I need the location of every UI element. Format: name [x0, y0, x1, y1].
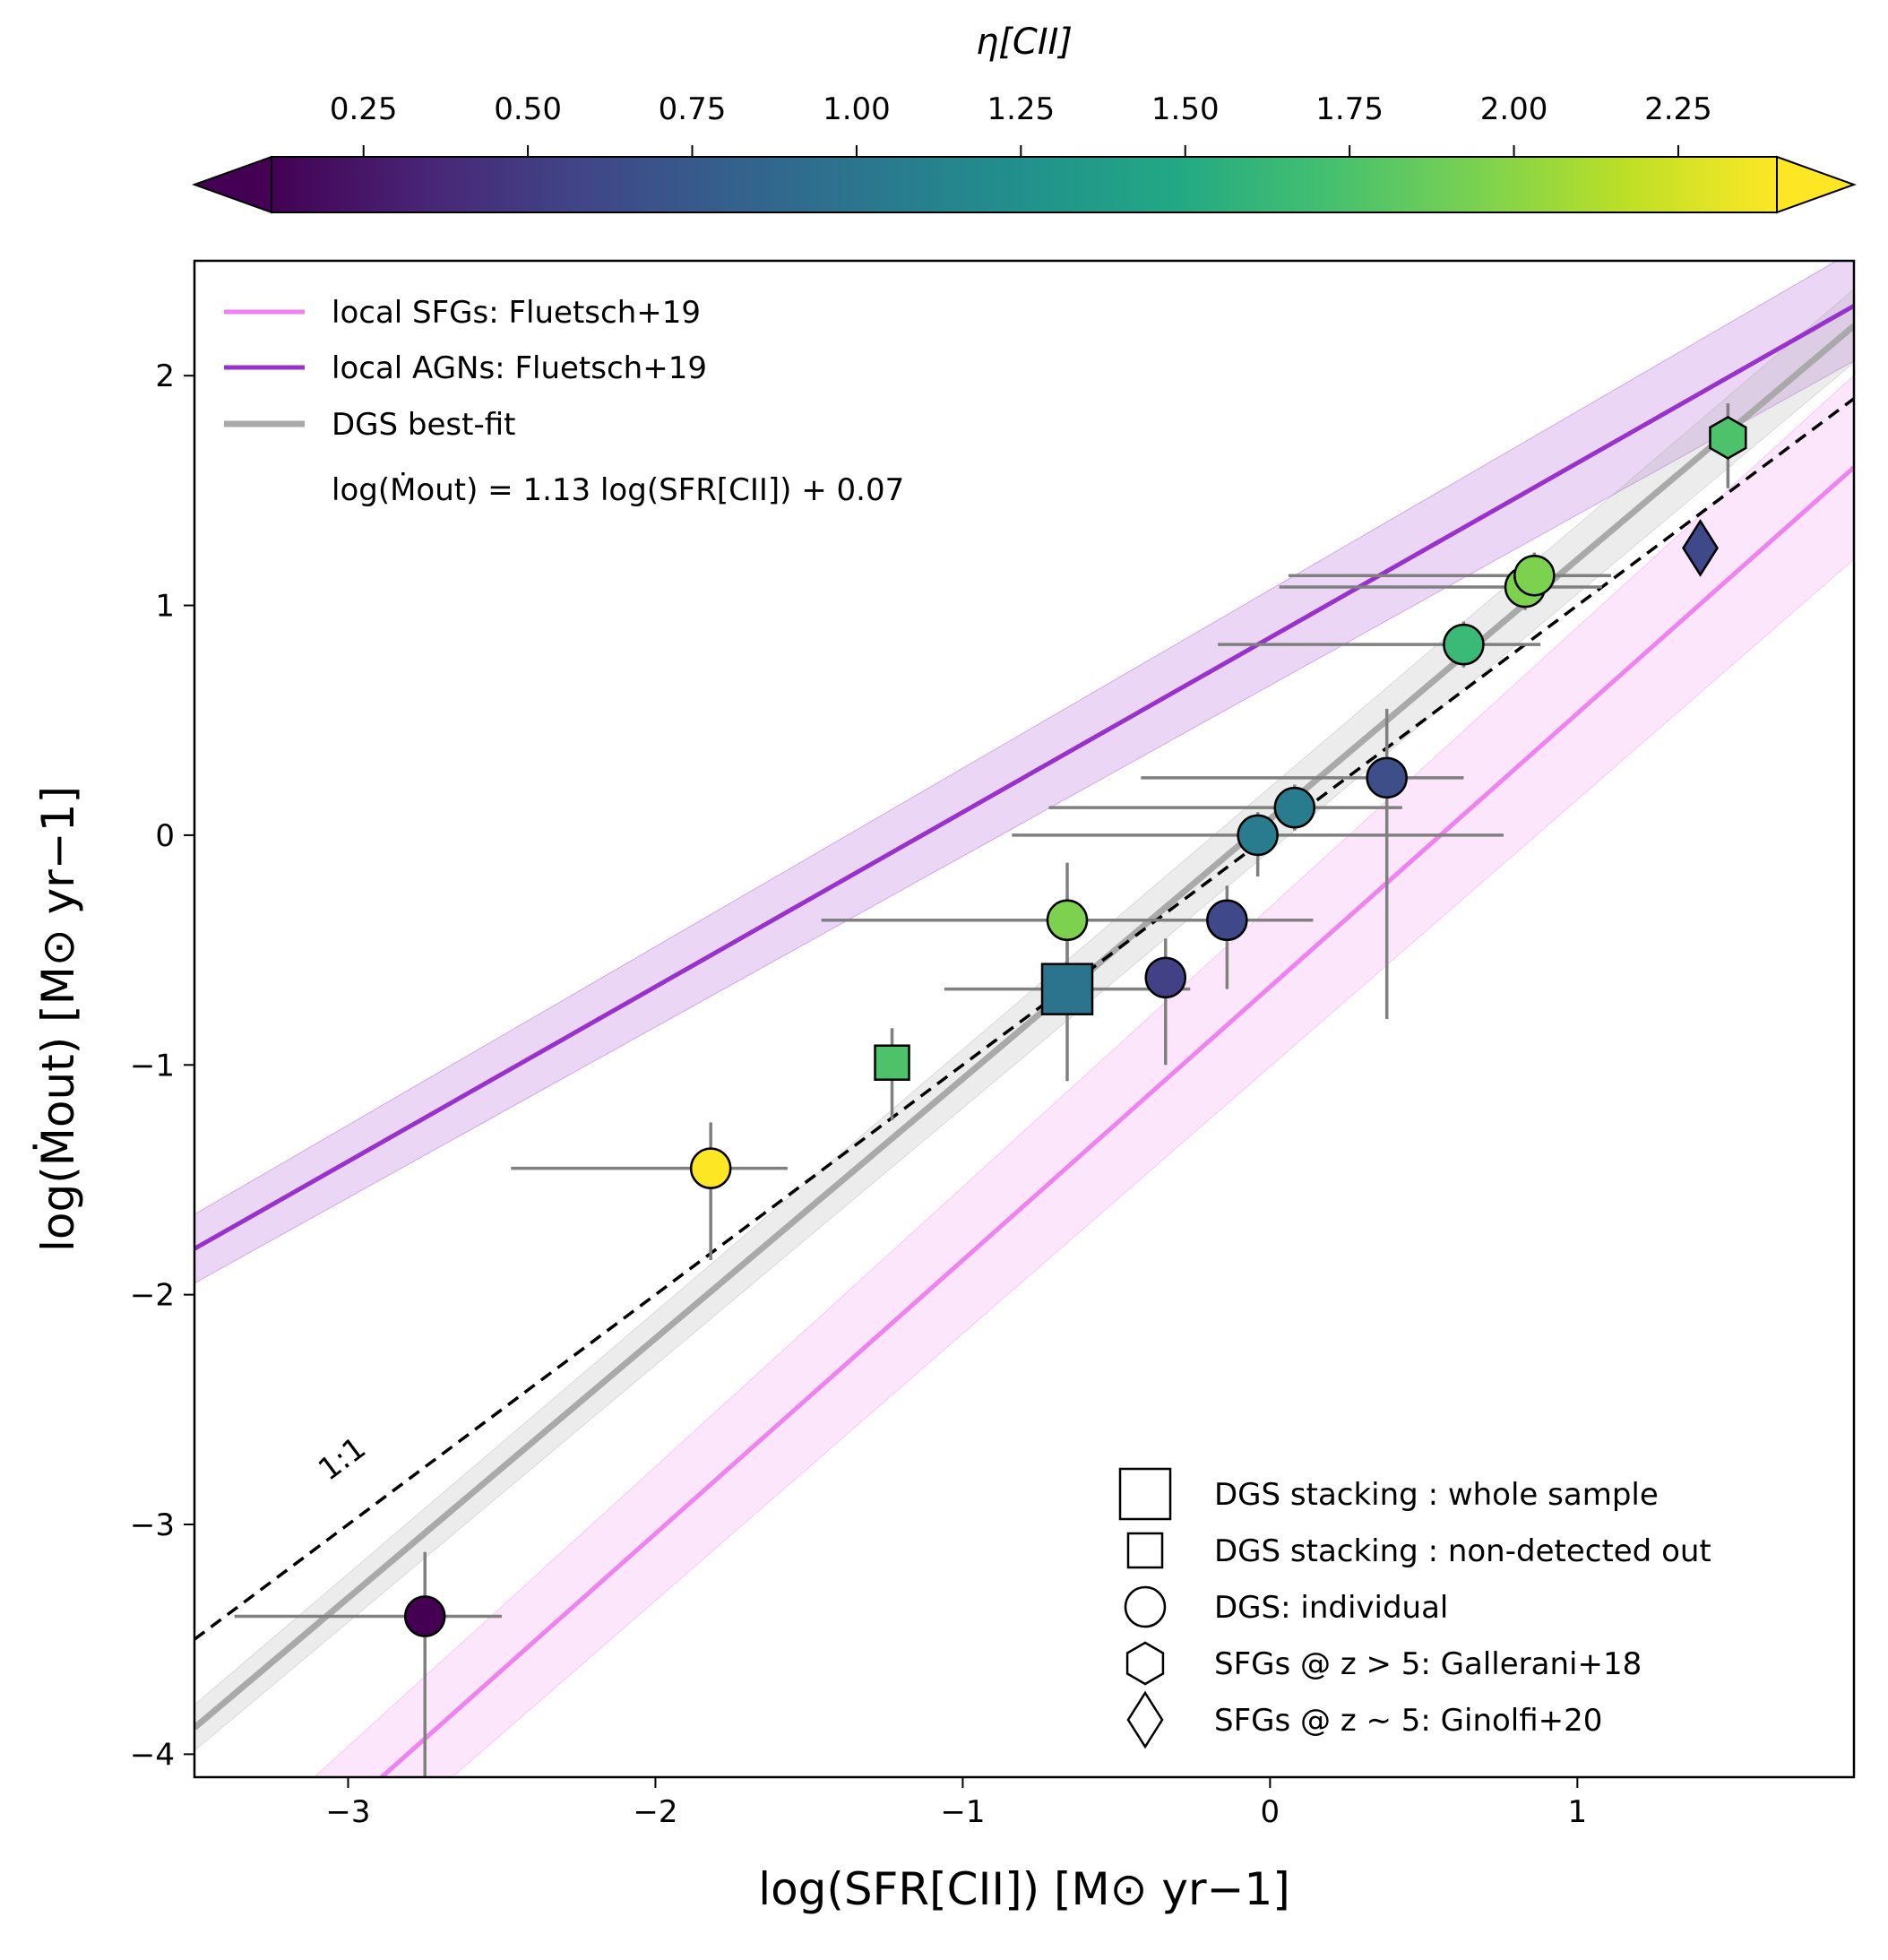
line-legend: local SFGs: Fluetsch+19 local AGNs: Flue…: [224, 295, 904, 508]
y-tick-label: −1: [130, 1048, 175, 1084]
data-point-hexagon: [1709, 415, 1747, 460]
y-tick-label: 2: [155, 358, 175, 394]
plot-area: −3 −2 −1 0 1 −4 −3 −2 −1 0 1 2 1:1 local SFGs: Flu…: [130, 259, 1856, 1830]
data-point-circle: [689, 1147, 732, 1189]
fit-equation: log(Ṁout) = 1.13 log(SFR[CII]) + 0.07: [332, 472, 904, 508]
colorbar-extend-high: [1776, 155, 1857, 214]
legend-label-agns: local AGNs: Fluetsch+19: [332, 350, 707, 386]
x-axis-label: log(SFR[CII]) [M⊙ yr−1]: [758, 1863, 1290, 1915]
colorbar-tick-label: 0.75: [659, 91, 727, 127]
colorbar-extend-low: [192, 155, 272, 214]
confidence-band: [194, 261, 1854, 1284]
x-tick-label: −2: [633, 1794, 677, 1830]
data-point-circle: [403, 1595, 446, 1637]
one-to-one-label: 1:1: [312, 1430, 373, 1489]
data-point-circle: [1513, 554, 1556, 597]
x-tick-label: 0: [1261, 1794, 1280, 1830]
colorbar-tick-label: 2.00: [1480, 91, 1548, 127]
data-point-big-square: [1040, 963, 1094, 1015]
plot-frame: [193, 259, 1856, 1779]
data-markers: [403, 415, 1747, 1637]
data-point-circle: [1366, 756, 1408, 799]
x-tick-label: −3: [325, 1794, 370, 1830]
legend-label-dgs: DGS best-fit: [332, 407, 515, 443]
confidence-band: [314, 375, 1854, 1777]
colorbar-label: η[CII]: [976, 22, 1073, 63]
trend-line: [378, 465, 1854, 1777]
legend-marker-hexagon: [1125, 1641, 1165, 1686]
x-tick-label: 1: [1568, 1794, 1588, 1830]
y-tick-label: −4: [130, 1737, 175, 1773]
trend-line: [194, 323, 1854, 1731]
marker-legend: DGS stacking : whole sample DGS stacking …: [1118, 1467, 1711, 1749]
colorbar-tick-label: 0.25: [330, 91, 398, 127]
data-point-diamond: [1682, 519, 1719, 577]
x-axis-ticks: −3 −2 −1 0 1: [325, 1777, 1587, 1830]
colorbar-tick-label: 1.75: [1315, 91, 1384, 127]
colorbar-tick-label: 1.50: [1151, 91, 1220, 127]
data-point-circle: [1273, 786, 1316, 829]
colorbar-ticks: 0.25 0.50 0.75 1.00 1.25 1.50 1.75 2.00 2.25: [330, 91, 1712, 157]
y-axis-ticks: −4 −3 −2 −1 0 1 2: [130, 358, 194, 1773]
legend-label: DGS stacking : whole sample: [1214, 1477, 1659, 1513]
data-point-circle: [1144, 956, 1187, 999]
colorbar-tick-label: 2.25: [1644, 91, 1712, 127]
trend-line: [194, 304, 1854, 1251]
one-to-one-line: [194, 397, 1854, 1641]
legend-label: DGS stacking : non-detected out: [1214, 1533, 1711, 1569]
legend-label: DGS: individual: [1214, 1590, 1448, 1626]
data-point-circle: [1046, 899, 1089, 942]
legend-marker-circle: [1124, 1585, 1167, 1628]
data-point-circle: [1206, 899, 1248, 942]
colorbar-tick-label: 1.00: [823, 91, 891, 127]
legend-label: SFGs @ z > 5: Gallerani+18: [1214, 1646, 1642, 1682]
y-tick-label: 0: [155, 818, 175, 854]
y-tick-label: −3: [130, 1507, 175, 1543]
legend-marker-diamond: [1126, 1690, 1164, 1749]
trend-lines: [194, 304, 1854, 1777]
y-axis-label: log(Ṁout) [M⊙ yr−1]: [32, 786, 84, 1252]
data-point-square: [874, 1044, 910, 1081]
data-point-circle: [1237, 814, 1279, 857]
legend-label: SFGs @ z ∼ 5: Ginolfi+20: [1214, 1703, 1602, 1739]
x-tick-label: −1: [940, 1794, 985, 1830]
colorbar-gradient: [271, 156, 1778, 213]
legend-marker-square: [1126, 1532, 1164, 1569]
colorbar-tick-label: 1.25: [987, 91, 1055, 127]
legend-label-sfgs: local SFGs: Fluetsch+19: [332, 295, 701, 331]
colorbar: 0.25 0.50 0.75 1.00 1.25 1.50 1.75 2.00 2.25 η[C…: [192, 22, 1857, 214]
y-tick-label: 1: [155, 589, 175, 625]
data-point-circle: [1443, 623, 1485, 666]
legend-marker-big-square: [1118, 1467, 1172, 1521]
colorbar-tick-label: 0.50: [494, 91, 562, 127]
y-tick-label: −2: [130, 1278, 175, 1314]
